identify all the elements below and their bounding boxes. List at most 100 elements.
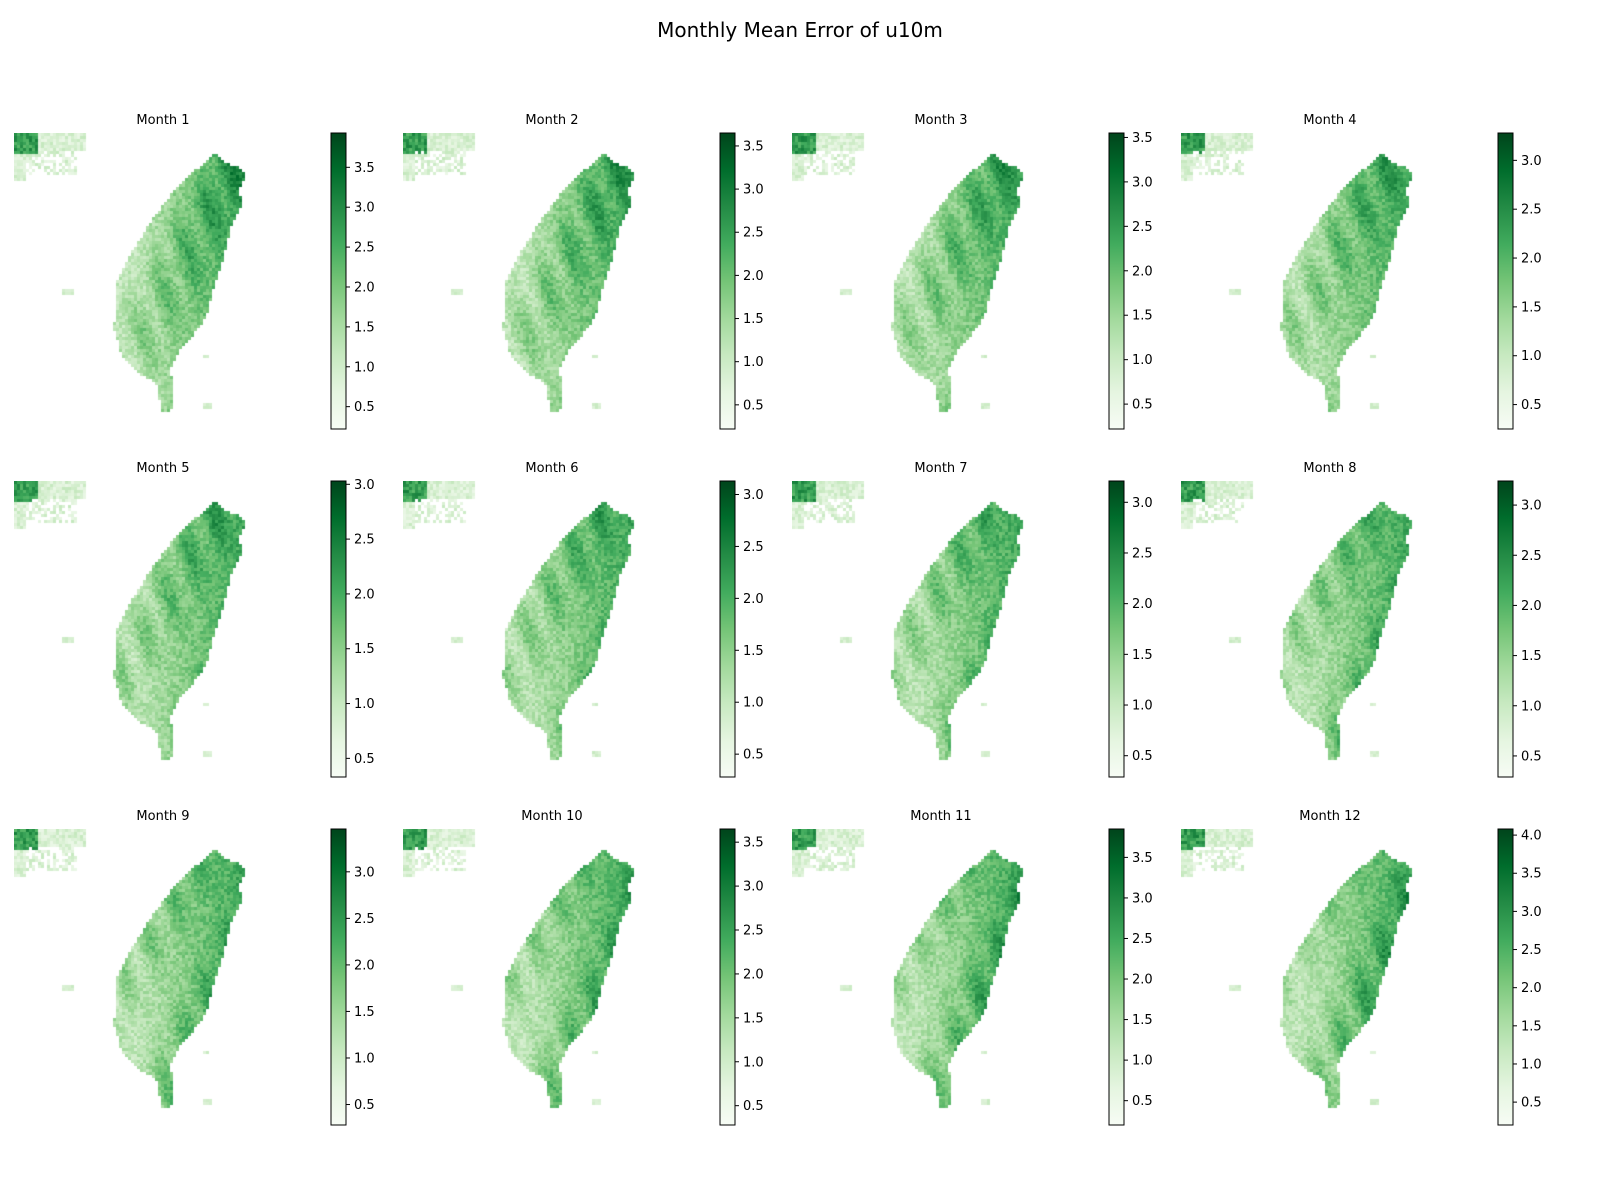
colorbar: 0.5 1.0 1.5 2.0 2.5 3.0 3.5 (330, 132, 375, 430)
subplot-month-10: Month 10 0.5 1.0 1.5 2.0 2.5 3.0 3.5 (403, 809, 764, 1126)
colorbar-tick-label: 0.5 (743, 398, 764, 413)
colorbar-tick-label: 0.5 (1521, 398, 1542, 413)
colorbar-tick-label: 0.5 (743, 748, 764, 763)
subplot-title: Month 4 (1303, 113, 1356, 128)
colorbar-gradient (330, 828, 347, 1126)
colorbar-gradient (1108, 480, 1125, 778)
subplot-title: Month 5 (136, 461, 189, 476)
colorbar: 0.5 1.0 1.5 2.0 2.5 3.0 (1497, 480, 1542, 778)
figure-title: Monthly Mean Error of u10m (657, 18, 943, 42)
colorbar-tick-label: 1.5 (354, 320, 375, 335)
colorbar-gradient (1108, 828, 1125, 1126)
subplot-title: Month 8 (1303, 461, 1356, 476)
colorbar-tick-label: 1.5 (354, 642, 375, 657)
heatmap-field (403, 829, 638, 1125)
subplot-month-5: Month 5 0.5 1.0 1.5 2.0 2.5 3.0 (14, 461, 375, 778)
colorbar-tick-label: 0.5 (1521, 749, 1542, 764)
colorbar-tick-label: 1.0 (743, 355, 764, 370)
heatmap-field (14, 133, 249, 429)
subplot-month-8: Month 8 0.5 1.0 1.5 2.0 2.5 3.0 (1181, 461, 1542, 778)
colorbar: 0.5 1.0 1.5 2.0 2.5 3.0 (1108, 480, 1153, 778)
colorbar-tick-label: 2.5 (1132, 220, 1153, 235)
heatmap-field (1181, 481, 1416, 777)
colorbar-tick-label: 3.0 (1132, 496, 1153, 511)
colorbar: 0.5 1.0 1.5 2.0 2.5 3.0 (719, 480, 764, 778)
colorbar-tick-label: 3.0 (1132, 891, 1153, 906)
colorbar-tick-label: 0.5 (1132, 1094, 1153, 1109)
colorbar-tick-label: 2.5 (354, 912, 375, 927)
colorbar-tick-label: 3.5 (1132, 131, 1153, 146)
colorbar-tick-label: 2.0 (1132, 973, 1153, 988)
colorbar-tick-label: 2.5 (354, 533, 375, 548)
colorbar-tick-label: 1.5 (1521, 300, 1542, 315)
colorbar-tick-label: 2.0 (1132, 597, 1153, 612)
colorbar-tick-label: 1.0 (1132, 1054, 1153, 1069)
colorbar-tick-label: 1.5 (1521, 1019, 1542, 1034)
heatmap-field (792, 133, 1027, 429)
colorbar-tick-label: 0.5 (1521, 1096, 1542, 1111)
subplot-month-2: Month 2 0.5 1.0 1.5 2.0 2.5 3.0 3.5 (403, 113, 764, 430)
colorbar-tick-label: 2.5 (1521, 203, 1542, 218)
colorbar-tick-label: 1.0 (1521, 349, 1542, 364)
colorbar-tick-label: 0.5 (354, 752, 375, 767)
colorbar-tick-label: 2.0 (743, 269, 764, 284)
colorbar-gradient (719, 480, 736, 778)
colorbar: 0.5 1.0 1.5 2.0 2.5 3.0 (330, 478, 375, 778)
colorbar-tick-label: 2.0 (743, 592, 764, 607)
colorbar-tick-label: 1.0 (354, 360, 375, 375)
colorbar: 0.5 1.0 1.5 2.0 2.5 3.0 (330, 828, 375, 1126)
colorbar-tick-label: 1.0 (354, 1051, 375, 1066)
colorbar-gradient (1497, 480, 1514, 778)
subplot-month-3: Month 3 0.5 1.0 1.5 2.0 2.5 3.0 3.5 (792, 113, 1153, 430)
colorbar-tick-label: 3.5 (354, 161, 375, 176)
colorbar-tick-label: 4.0 (1521, 829, 1542, 844)
colorbar: 0.5 1.0 1.5 2.0 2.5 3.0 3.5 (1108, 828, 1153, 1126)
colorbar: 0.5 1.0 1.5 2.0 2.5 3.0 3.5 (719, 132, 764, 430)
colorbar-gradient (1497, 828, 1514, 1126)
subplot-month-11: Month 11 0.5 1.0 1.5 2.0 2.5 3.0 3.5 (792, 809, 1153, 1126)
colorbar-tick-label: 3.0 (743, 880, 764, 895)
colorbar-tick-label: 3.5 (1132, 851, 1153, 866)
colorbar-tick-label: 1.5 (1132, 309, 1153, 324)
colorbar-tick-label: 2.0 (354, 280, 375, 295)
heatmap-field (792, 829, 1027, 1125)
colorbar-tick-label: 3.0 (1521, 905, 1542, 920)
colorbar-tick-label: 1.5 (1132, 648, 1153, 663)
colorbar-tick-label: 2.0 (354, 958, 375, 973)
colorbar-gradient (330, 480, 347, 778)
heatmap-field (14, 829, 249, 1125)
colorbar-tick-label: 3.5 (743, 836, 764, 851)
heatmap-field (403, 133, 638, 429)
colorbar: 0.5 1.0 1.5 2.0 2.5 3.0 3.5 4.0 (1497, 828, 1542, 1126)
colorbar-gradient (719, 828, 736, 1126)
colorbar-tick-label: 1.0 (1132, 699, 1153, 714)
subplot-title: Month 12 (1299, 809, 1360, 824)
heatmap-field (1181, 133, 1416, 429)
subplot-title: Month 11 (910, 809, 971, 824)
colorbar-tick-label: 2.5 (1132, 546, 1153, 561)
colorbar-tick-label: 0.5 (354, 400, 375, 415)
colorbar-tick-label: 1.0 (1521, 699, 1542, 714)
colorbar-tick-label: 3.5 (1521, 867, 1542, 882)
subplot-title: Month 7 (914, 461, 967, 476)
colorbar-tick-label: 2.0 (743, 967, 764, 982)
colorbar-tick-label: 2.5 (1521, 549, 1542, 564)
colorbar-tick-label: 1.0 (354, 697, 375, 712)
colorbar-tick-label: 1.5 (354, 1005, 375, 1020)
colorbar-gradient (330, 132, 347, 430)
colorbar-tick-label: 1.0 (1132, 353, 1153, 368)
colorbar-tick-label: 0.5 (743, 1099, 764, 1114)
colorbar-tick-label: 1.5 (743, 644, 764, 659)
colorbar-gradient (1108, 132, 1125, 430)
colorbar-tick-label: 1.5 (743, 312, 764, 327)
colorbar-tick-label: 1.5 (743, 1011, 764, 1026)
colorbar-tick-label: 3.5 (743, 139, 764, 154)
colorbar-tick-label: 1.5 (1132, 1013, 1153, 1028)
colorbar-tick-label: 0.5 (354, 1098, 375, 1113)
colorbar-gradient (719, 132, 736, 430)
colorbar-tick-label: 2.5 (743, 540, 764, 555)
colorbar-tick-label: 3.0 (1521, 499, 1542, 514)
colorbar-tick-label: 3.0 (354, 201, 375, 216)
